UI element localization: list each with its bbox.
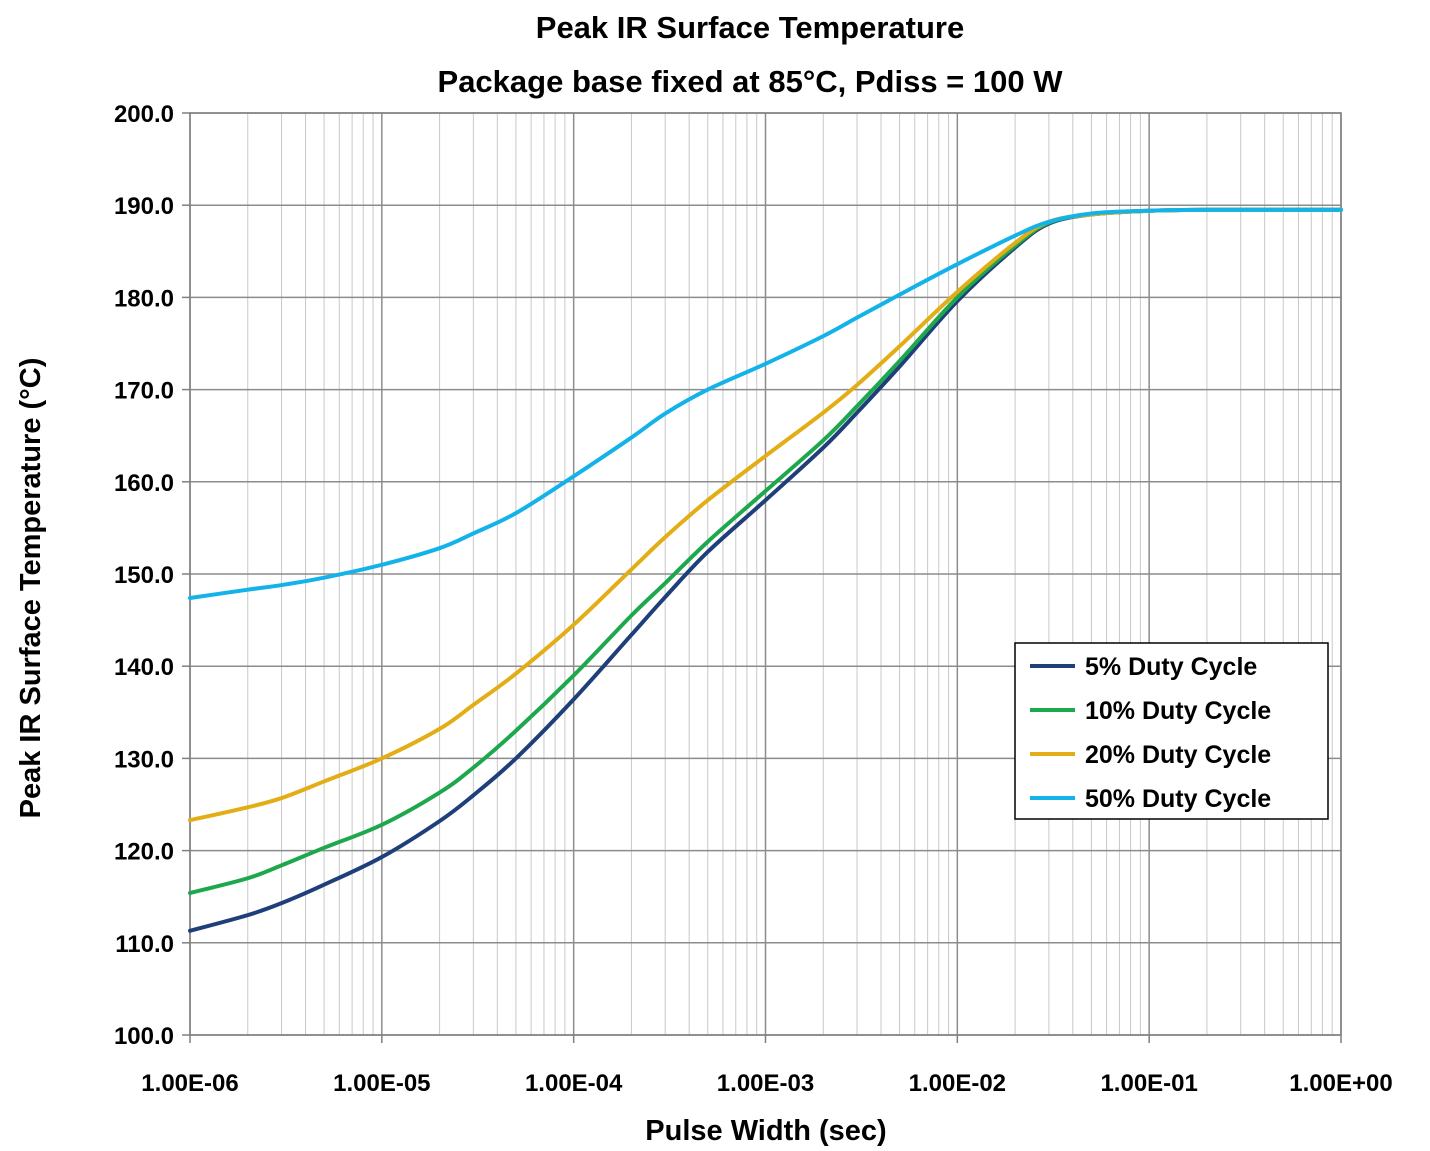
major-gridlines [189,112,1342,1036]
y-tick-label: 100.0 [114,1023,174,1050]
x-tick-label: 1.00E-01 [1100,1070,1197,1097]
legend-box [1014,642,1329,820]
x-axis-title: Pulse Width (sec) [645,1115,886,1147]
y-tick-label: 150.0 [114,562,174,589]
legend-label: 50% Duty Cycle [1085,785,1271,813]
y-axis-title: Peak IR Surface Temperature (°C) [15,358,47,819]
y-tick-label: 160.0 [114,470,174,497]
legend: 5% Duty Cycle 10% Duty Cycle 20% Duty Cycl… [1014,642,1329,820]
y-tick-label: 110.0 [115,931,174,958]
x-tick-labels: 1.00E-06 1.00E-05 1.00E-04 1.00E-03 1.00E-02… [141,1070,1392,1097]
axis-ticks [182,112,1342,1043]
chart-title: Peak IR Surface Temperature [536,10,964,45]
y-tick-labels: 100.0 110.0 120.0 130.0 140.0 150.0 160.0 170.0… [114,101,174,1050]
x-tick-label: 1.00E-04 [525,1070,623,1097]
y-tick-label: 200.0 [114,101,174,128]
x-tick-label: 1.00E-06 [141,1070,238,1097]
y-tick-label: 190.0 [114,193,174,220]
y-tick-label: 120.0 [114,839,174,866]
y-tick-label: 140.0 [114,654,174,681]
x-tick-label: 1.00E-02 [909,1070,1006,1097]
series-line-4 [188,207,1343,600]
series-lines [188,207,1343,933]
chart-subtitle: Package base fixed at 85°C, Pdiss = 100 … [438,64,1064,99]
legend-label: 5% Duty Cycle [1085,653,1257,681]
y-tick-label: 180.0 [114,285,174,312]
legend-label: 10% Duty Cycle [1085,697,1271,725]
x-tick-label: 1.00E+00 [1289,1070,1392,1097]
y-tick-label: 130.0 [114,746,174,773]
x-tick-label: 1.00E-05 [333,1070,430,1097]
x-tick-label: 1.00E-03 [717,1070,814,1097]
legend-label: 20% Duty Cycle [1085,741,1271,769]
y-tick-label: 170.0 [114,378,174,405]
